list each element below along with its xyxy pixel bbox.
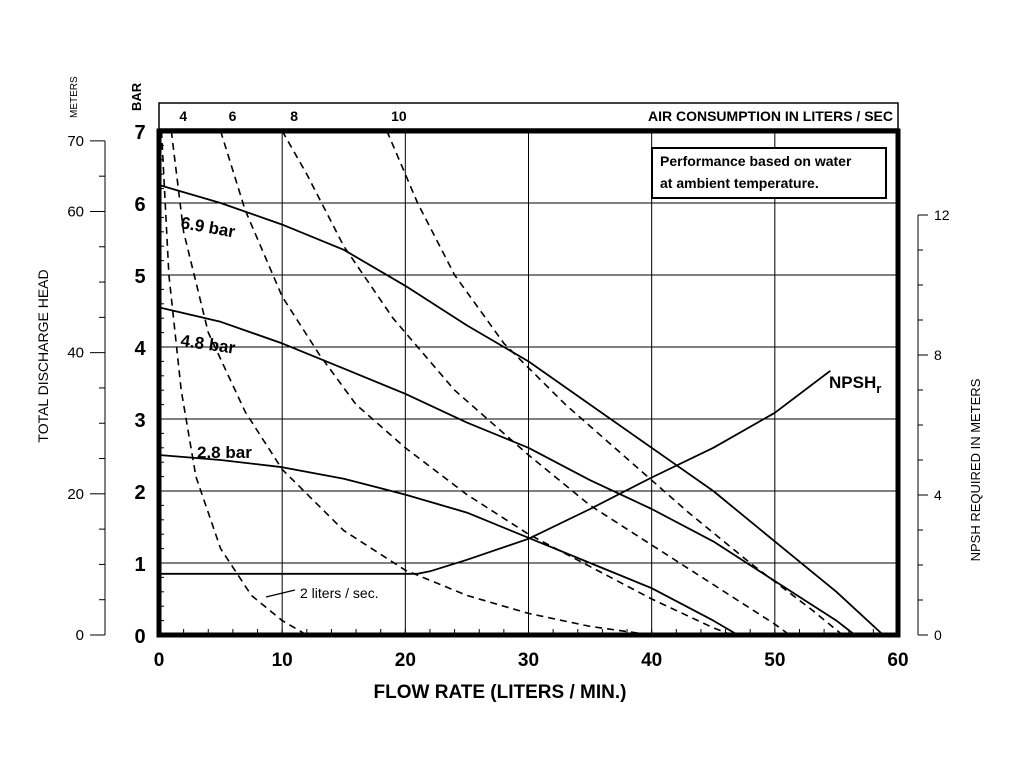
bar-tick-label: 4 [134, 338, 146, 360]
x-tick-label: 10 [272, 650, 293, 671]
x-axis-title: FLOW RATE (LITERS / MIN.) [374, 682, 627, 703]
npsh-tick-label: 8 [934, 347, 942, 363]
series-line-6-9-bar [158, 184, 884, 636]
x-tick-label: 30 [518, 650, 539, 671]
bar-tick-label: 3 [134, 410, 145, 432]
two-lps-leader [265, 589, 296, 598]
meter-tick-label: 0 [76, 627, 84, 644]
meters-unit-label: METERS [69, 76, 80, 118]
series-line-2-liters-sec- [160, 130, 308, 636]
bar-tick-label: 5 [134, 266, 145, 288]
air-tick-label: 8 [290, 108, 298, 124]
x-tick-label: 40 [641, 650, 662, 671]
air-axis-band [158, 102, 899, 130]
series-line-10 [386, 130, 844, 636]
series-line-4 [170, 130, 652, 636]
series-line-npshr [159, 370, 831, 575]
label-2-8-bar: 2.8 bar [197, 443, 252, 462]
meter-tick-label: 40 [67, 345, 84, 362]
label-npshr-main: NPSH [829, 373, 876, 392]
npsh-tick-label: 4 [934, 487, 942, 503]
bar-tick-label: 1 [134, 554, 145, 576]
npsh-tick-label: 0 [934, 627, 942, 643]
x-tick-label: 60 [887, 650, 908, 671]
x-tick-label: 20 [395, 650, 416, 671]
bar-tick-label: 6 [134, 194, 145, 216]
label-6-9-bar: 6.9 bar [179, 213, 237, 241]
series-line-6 [219, 130, 732, 636]
grid [158, 131, 899, 636]
air-tick-label: 4 [179, 108, 187, 124]
bar-tick-label: 0 [134, 626, 145, 648]
air-axis-label: AIR CONSUMPTION IN LITERS / SEC [648, 108, 893, 124]
left-bar-axis: 0 1 2 3 4 5 6 7 [134, 122, 146, 648]
series-line-4-8-bar [158, 306, 856, 636]
label-npshr: NPSHr [829, 373, 881, 396]
x-tick-label: 0 [154, 650, 165, 671]
meter-tick-label: 60 [67, 203, 84, 220]
note-box [651, 147, 887, 199]
top-axis-ticks: 4 6 8 10 [179, 108, 406, 124]
meter-tick-label: 20 [67, 486, 84, 503]
note-line-1: Performance based on water [660, 153, 852, 169]
label-2-liters-sec: 2 liters / sec. [300, 585, 379, 601]
series-line-8 [281, 130, 791, 636]
series-line-2-8-bar [158, 454, 739, 636]
note-line-2: at ambient temperature. [660, 175, 819, 191]
y-axis-title-right: NPSH REQUIRED IN METERS [968, 378, 983, 561]
series-layer [158, 130, 884, 636]
npsh-tick-label: 12 [934, 207, 950, 223]
left-meter-axis: 0 20 40 60 70 [67, 133, 106, 644]
label-4-8-bar: 4.8 bar [179, 331, 236, 357]
air-tick-label: 6 [229, 108, 237, 124]
bar-unit-label: BAR [129, 82, 144, 111]
meter-tick-label: 70 [67, 133, 84, 150]
x-axis: 0 10 20 30 40 50 60 [154, 650, 909, 671]
air-tick-label: 10 [391, 108, 407, 124]
bar-tick-label: 2 [134, 482, 145, 504]
x-tick-label: 50 [764, 650, 785, 671]
right-axis: 0 4 8 12 [917, 207, 950, 643]
bar-tick-label: 7 [134, 122, 145, 144]
y-axis-title-left: TOTAL DISCHARGE HEAD [35, 269, 51, 442]
label-npshr-sub: r [876, 381, 881, 396]
plot-frame [156, 128, 901, 638]
